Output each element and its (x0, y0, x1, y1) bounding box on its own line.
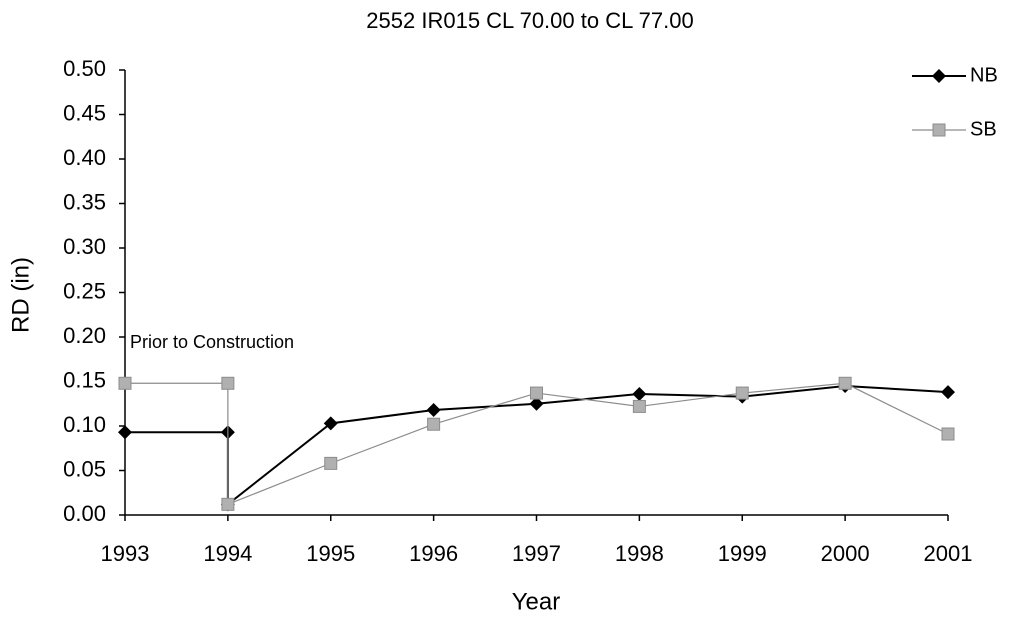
x-tick-label: 1999 (718, 541, 767, 566)
data-point (838, 376, 852, 390)
data-point (426, 402, 441, 417)
x-tick-label: 1995 (306, 541, 355, 566)
x-tick-label: 2000 (821, 541, 870, 566)
data-point (941, 385, 955, 400)
data-point (118, 425, 132, 440)
data-point (323, 416, 338, 431)
x-tick-label: 1994 (203, 541, 252, 566)
y-tick-label: 0.50 (63, 56, 106, 81)
data-point (324, 456, 338, 470)
y-tick-label: 0.20 (63, 323, 106, 348)
legend-label: NB (970, 64, 998, 86)
x-tick-label: 1997 (512, 541, 561, 566)
y-tick-label: 0.35 (63, 189, 106, 214)
legend-marker (932, 123, 946, 137)
x-tick-label: 1998 (615, 541, 664, 566)
x-tick-label: 1996 (409, 541, 458, 566)
chart-title: 2552 IR015 CL 70.00 to CL 77.00 (366, 8, 693, 33)
data-point (221, 376, 235, 390)
data-point (221, 497, 235, 511)
y-tick-label: 0.15 (63, 367, 106, 392)
y-tick-label: 0.25 (63, 278, 106, 303)
data-point (427, 417, 441, 431)
data-point (735, 386, 749, 400)
data-point (530, 386, 543, 400)
y-axis-label: RD (in) (7, 257, 34, 333)
legend-marker (932, 69, 946, 83)
legend-label: SB (970, 118, 997, 140)
x-tick-label: 1993 (101, 541, 150, 566)
x-axis-label: Year (512, 588, 561, 615)
x-tick-label: 2001 (924, 541, 973, 566)
data-point (118, 376, 132, 390)
y-tick-label: 0.40 (63, 145, 106, 170)
y-tick-label: 0.45 (63, 100, 106, 125)
data-point (632, 399, 646, 413)
y-tick-label: 0.10 (63, 412, 106, 437)
y-tick-label: 0.05 (63, 456, 106, 481)
y-tick-label: 0.00 (63, 501, 106, 526)
y-tick-label: 0.30 (63, 234, 106, 259)
data-point (529, 396, 544, 411)
data-point (632, 386, 647, 401)
annotation: Prior to Construction (130, 332, 294, 352)
series-line (125, 382, 949, 506)
data-point (941, 427, 955, 441)
